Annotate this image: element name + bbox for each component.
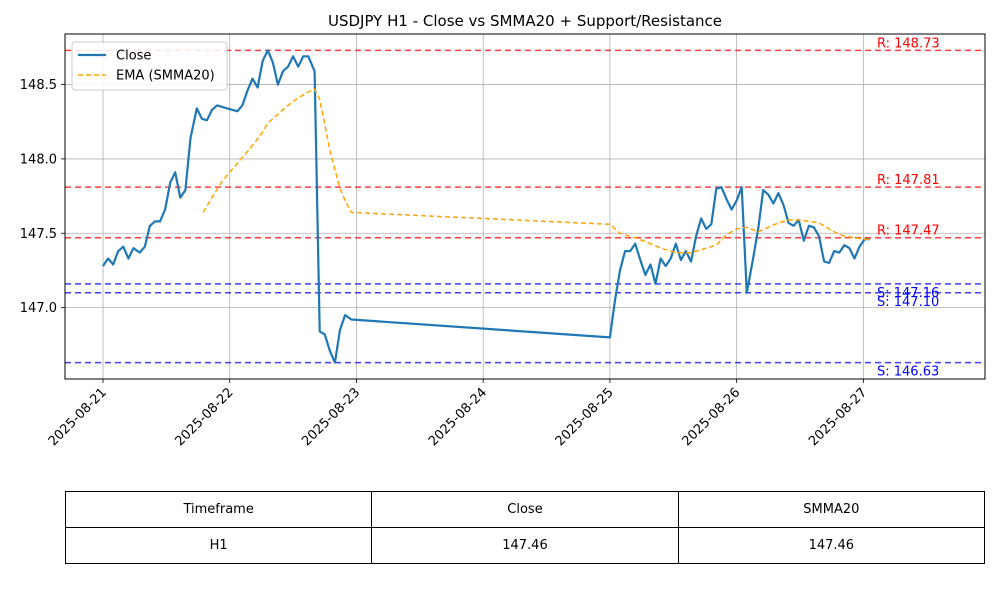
y-tick-label: 148.0 [20,152,57,167]
table-cell: 147.46 [677,527,986,564]
resistance-level-label: R: 147.47 [877,224,940,239]
support-level-label: S: 146.63 [877,365,939,380]
table-row: H1 147.46 147.46 [64,527,986,564]
chart-title: USDJPY H1 - Close vs SMMA20 + Support/Re… [328,12,722,30]
plot-frame [64,33,986,380]
line-chart: USDJPY H1 - Close vs SMMA20 + Support/Re… [20,12,986,449]
x-tick-label: 2025-08-22 [173,385,237,449]
y-tick-label: 147.0 [20,301,57,316]
x-tick-label: 2025-08-23 [299,385,363,449]
support-level-label: S: 147.10 [877,295,939,310]
resistance-level-label: R: 147.81 [877,173,940,188]
legend-label: Close [116,49,151,64]
resistance-level-label: R: 148.73 [877,36,940,51]
x-tick-label: 2025-08-25 [553,385,617,449]
x-tick-label: 2025-08-26 [679,385,743,449]
x-tick-label: 2025-08-21 [46,385,110,449]
summary-table: Timeframe Close SMMA20 H1 147.46 147.46 [64,491,986,564]
legend-label: EMA (SMMA20) [116,69,215,84]
table-header-cell: Timeframe [64,491,373,528]
table-header-cell: SMMA20 [677,491,986,528]
x-tick-label: 2025-08-24 [426,385,490,449]
legend: Close EMA (SMMA20) [71,41,228,91]
x-tick-label: 2025-08-27 [806,385,870,449]
table-cell: 147.46 [371,527,679,564]
legend-box [71,41,228,91]
table-header-cell: Close [371,491,679,528]
y-tick-label: 148.5 [20,78,57,93]
series-line-smma20 [202,88,870,254]
table-cell: H1 [64,527,373,564]
y-tick-label: 147.5 [20,227,57,242]
series-line-close [102,49,870,364]
table-header-row: Timeframe Close SMMA20 [64,491,986,528]
